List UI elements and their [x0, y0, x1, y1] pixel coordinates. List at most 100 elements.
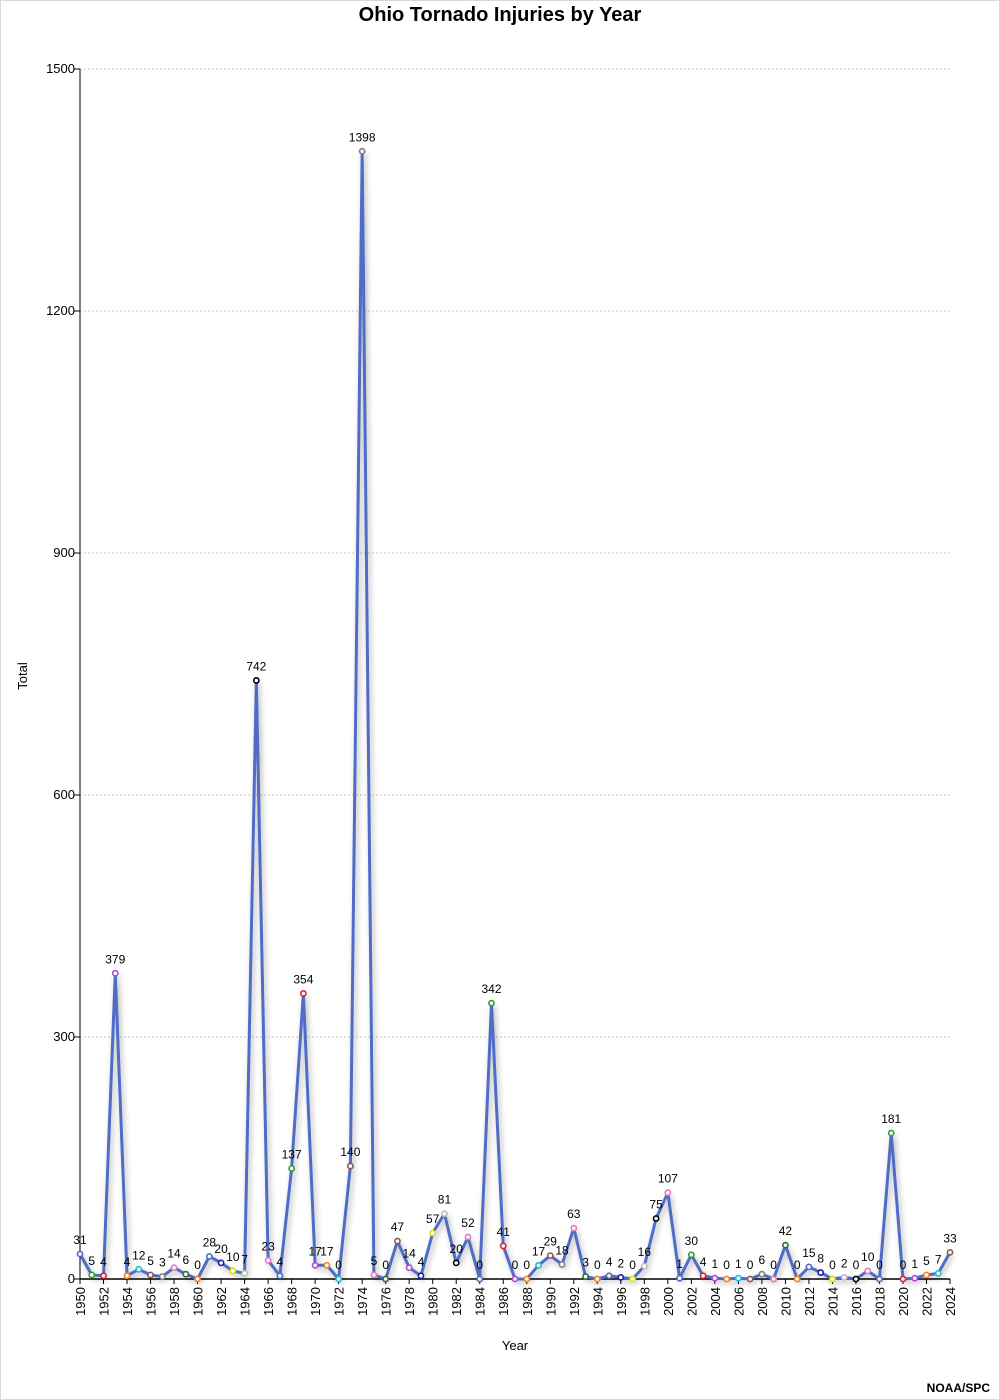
- data-label: 52: [461, 1216, 475, 1230]
- data-point[interactable]: [664, 1189, 672, 1197]
- data-point[interactable]: [864, 1267, 872, 1275]
- data-point[interactable]: [182, 1270, 190, 1278]
- data-point[interactable]: [770, 1275, 778, 1283]
- data-point[interactable]: [100, 1272, 107, 1280]
- x-tick-label: 2018: [872, 1287, 887, 1316]
- data-point[interactable]: [147, 1271, 154, 1279]
- data-point[interactable]: [111, 969, 119, 977]
- data-point[interactable]: [676, 1274, 683, 1282]
- data-point[interactable]: [817, 1269, 825, 1276]
- data-point[interactable]: [476, 1275, 484, 1283]
- data-label: 0: [747, 1258, 754, 1272]
- data-point[interactable]: [335, 1275, 343, 1283]
- data-point[interactable]: [899, 1275, 907, 1283]
- data-point[interactable]: [323, 1261, 331, 1269]
- data-point[interactable]: [382, 1275, 390, 1283]
- data-point[interactable]: [241, 1269, 248, 1277]
- data-point[interactable]: [276, 1272, 284, 1280]
- data-label: 107: [658, 1172, 678, 1186]
- data-point[interactable]: [852, 1275, 860, 1283]
- data-point[interactable]: [723, 1275, 731, 1283]
- data-label: 47: [391, 1220, 405, 1234]
- data-point[interactable]: [158, 1273, 166, 1280]
- data-point[interactable]: [299, 990, 307, 997]
- data-point[interactable]: [911, 1274, 919, 1282]
- data-label: 6: [182, 1253, 189, 1267]
- data-point[interactable]: [805, 1263, 813, 1271]
- data-point[interactable]: [452, 1259, 460, 1267]
- data-label: 0: [194, 1258, 201, 1272]
- data-point[interactable]: [711, 1274, 719, 1282]
- data-point[interactable]: [793, 1275, 801, 1283]
- data-point[interactable]: [205, 1253, 213, 1260]
- data-label: 17: [320, 1244, 334, 1258]
- data-point[interactable]: [593, 1275, 601, 1283]
- data-point[interactable]: [546, 1252, 554, 1260]
- x-tick-label: 2022: [919, 1287, 934, 1316]
- data-point[interactable]: [264, 1257, 272, 1264]
- data-point[interactable]: [123, 1272, 131, 1280]
- data-point[interactable]: [840, 1273, 848, 1281]
- data-point[interactable]: [617, 1273, 625, 1281]
- data-point[interactable]: [217, 1259, 225, 1267]
- data-point[interactable]: [170, 1264, 178, 1272]
- data-point[interactable]: [829, 1275, 836, 1283]
- data-label: 12: [132, 1248, 146, 1262]
- data-point[interactable]: [441, 1210, 448, 1218]
- data-point[interactable]: [934, 1269, 942, 1277]
- data-label: 4: [277, 1255, 284, 1269]
- data-point[interactable]: [88, 1271, 96, 1279]
- data-point[interactable]: [229, 1267, 237, 1275]
- data-point[interactable]: [488, 999, 495, 1007]
- x-tick-label: 1978: [402, 1287, 417, 1316]
- data-point[interactable]: [629, 1275, 636, 1283]
- data-point[interactable]: [405, 1264, 413, 1272]
- data-point[interactable]: [76, 1250, 84, 1258]
- data-point[interactable]: [782, 1241, 789, 1249]
- data-point[interactable]: [429, 1229, 437, 1237]
- x-tick-label: 1970: [308, 1287, 323, 1316]
- data-point[interactable]: [252, 677, 260, 684]
- data-label: 6: [759, 1253, 766, 1267]
- x-tick-label: 1966: [261, 1287, 276, 1316]
- data-label: 1: [712, 1257, 719, 1271]
- data-point[interactable]: [464, 1233, 472, 1241]
- data-point[interactable]: [347, 1162, 354, 1170]
- data-point[interactable]: [135, 1265, 143, 1273]
- data-point[interactable]: [288, 1165, 296, 1172]
- data-point[interactable]: [570, 1224, 578, 1232]
- data-point[interactable]: [652, 1215, 660, 1222]
- data-label: 41: [497, 1225, 511, 1239]
- data-point[interactable]: [582, 1273, 589, 1280]
- data-point[interactable]: [605, 1272, 613, 1280]
- data-point[interactable]: [687, 1251, 695, 1259]
- data-point[interactable]: [499, 1242, 507, 1250]
- data-point[interactable]: [746, 1275, 754, 1283]
- data-point[interactable]: [758, 1270, 766, 1278]
- data-point[interactable]: [394, 1237, 401, 1245]
- data-point[interactable]: [887, 1129, 895, 1137]
- data-point[interactable]: [523, 1275, 531, 1283]
- data-point[interactable]: [417, 1272, 425, 1280]
- data-label: 16: [638, 1245, 652, 1259]
- data-point[interactable]: [734, 1274, 742, 1282]
- data-point[interactable]: [194, 1275, 201, 1283]
- data-point[interactable]: [558, 1261, 566, 1268]
- data-label: 29: [544, 1235, 558, 1249]
- data-label: 0: [900, 1258, 907, 1272]
- data-label: 4: [606, 1255, 613, 1269]
- data-label: 14: [167, 1247, 181, 1261]
- data-point[interactable]: [699, 1272, 707, 1280]
- data-point[interactable]: [511, 1275, 519, 1283]
- data-point[interactable]: [923, 1271, 930, 1279]
- x-axis-title: Year: [502, 1338, 529, 1353]
- data-point[interactable]: [535, 1261, 542, 1269]
- data-label: 0: [594, 1258, 601, 1272]
- data-point[interactable]: [946, 1248, 954, 1256]
- data-point[interactable]: [358, 147, 366, 155]
- data-point[interactable]: [370, 1271, 378, 1279]
- data-point[interactable]: [640, 1262, 648, 1270]
- data-point[interactable]: [311, 1261, 319, 1269]
- data-point[interactable]: [876, 1275, 883, 1283]
